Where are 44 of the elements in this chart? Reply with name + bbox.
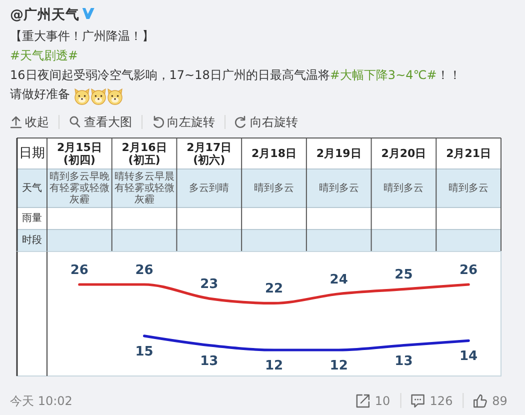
text: 晴到多云 <box>318 182 359 194</box>
text: 【重大事件！广州降温！】 <box>10 29 154 43</box>
x-tick-label: 2月21日 <box>446 147 492 160</box>
text: 晴转多云早晨有轻雾或轻微灰霾 <box>114 170 174 206</box>
text: 请做好准备 <box>10 87 70 102</box>
text: 晴到多云 <box>448 182 489 194</box>
data-label: 26 <box>70 263 88 278</box>
text: 查看大图 <box>84 115 132 129</box>
data-label: 26 <box>460 263 478 278</box>
text: 今天 10:02 <box>10 394 72 408</box>
x-tick-label: 2月18日 <box>252 147 296 160</box>
x-axis-title: 日期 <box>19 146 45 161</box>
x-tick-label: 2月15日 (初四) <box>56 140 102 166</box>
text: 晴到多云 <box>254 182 294 194</box>
data-label: 14 <box>460 349 478 364</box>
text: 向左旋转 <box>167 115 215 129</box>
text: 10 <box>374 394 390 408</box>
data-label: 15 <box>135 344 154 360</box>
text: 雨量 <box>22 213 42 224</box>
data-label: 24 <box>330 272 348 288</box>
x-tick-label: 2月20日 <box>381 147 426 160</box>
text: 向右旋转 <box>250 115 298 129</box>
data-label: 13 <box>200 354 218 369</box>
data-label: 12 <box>264 358 284 374</box>
text: 89 <box>492 394 508 408</box>
data-label: 26 <box>135 263 154 278</box>
text: 时段 <box>22 234 42 246</box>
data-label: 13 <box>394 354 413 369</box>
x-tick-label: 2月19日 <box>316 147 362 160</box>
text: 多云到晴 <box>189 182 230 194</box>
text: 收起 <box>25 115 49 129</box>
data-label: 25 <box>394 268 413 283</box>
text: 16日夜间起受弱冷空气影响，17~18日广州的日最高气温将#大幅下降3~4℃#！！ <box>10 68 461 82</box>
data-label: 23 <box>200 277 218 292</box>
text: 晴到多云早晚有轻雾或轻微灰霾 <box>49 170 110 206</box>
data-label: 12 <box>330 358 348 374</box>
text: @广州天气 <box>10 6 80 23</box>
x-tick-label: 2月16日 (初五) <box>122 140 167 166</box>
text: 晴到多云 <box>384 182 424 194</box>
data-label: 22 <box>264 282 284 297</box>
text: 天气 <box>22 182 42 194</box>
x-tick-label: 2月17日 (初六) <box>186 140 232 166</box>
text: 126 <box>430 394 453 408</box>
text: #天气剧透# <box>10 48 78 62</box>
